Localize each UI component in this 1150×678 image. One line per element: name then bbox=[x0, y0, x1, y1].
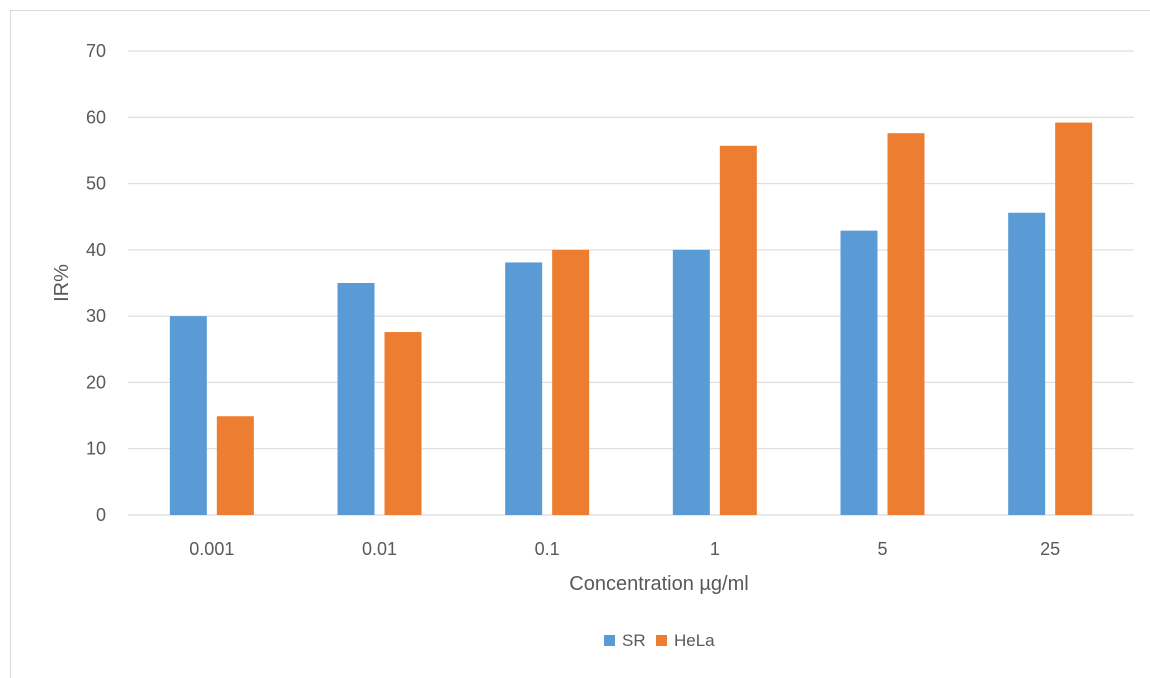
legend: SR HeLa bbox=[604, 631, 715, 650]
legend-label-hela: HeLa bbox=[674, 631, 715, 650]
x-tick-label: 5 bbox=[877, 539, 887, 559]
y-axis-title: IR% bbox=[51, 264, 73, 302]
bar-sr-0.001 bbox=[169, 316, 207, 515]
x-tick-label: 0.01 bbox=[362, 539, 397, 559]
legend-label-sr: SR bbox=[622, 631, 646, 650]
bar-hela-0.1 bbox=[552, 249, 590, 515]
y-tick-label: 60 bbox=[86, 107, 106, 127]
bar-hela-0.001 bbox=[216, 416, 254, 515]
y-tick-label: 20 bbox=[86, 372, 106, 392]
bar-sr-0.1 bbox=[505, 262, 543, 515]
bar-sr-0.01 bbox=[337, 283, 375, 515]
bar-hela-0.01 bbox=[384, 332, 422, 515]
legend-swatch-sr bbox=[604, 635, 615, 646]
y-tick-label: 70 bbox=[86, 41, 106, 61]
bar-sr-1 bbox=[672, 249, 710, 515]
y-tick-label: 30 bbox=[86, 306, 106, 326]
x-tick-label: 0.1 bbox=[535, 539, 560, 559]
y-tick-label: 40 bbox=[86, 240, 106, 260]
x-tick-label: 0.001 bbox=[189, 539, 234, 559]
bar-sr-25 bbox=[1008, 212, 1046, 516]
y-tick-label: 10 bbox=[86, 439, 106, 459]
chart-frame bbox=[10, 10, 1150, 678]
y-tick-label: 0 bbox=[96, 505, 106, 525]
x-axis-ticks: 0.001 0.01 0.1 1 5 25 bbox=[189, 539, 1060, 559]
x-tick-label: 1 bbox=[710, 539, 720, 559]
x-axis-title: Concentration µg/ml bbox=[569, 573, 748, 595]
legend-swatch-hela bbox=[656, 635, 667, 646]
y-axis-ticks: 0 10 20 30 40 50 60 70 bbox=[86, 41, 106, 525]
x-tick-label: 25 bbox=[1040, 539, 1060, 559]
bar-hela-5 bbox=[887, 133, 925, 516]
bar-hela-25 bbox=[1055, 122, 1093, 516]
bar-sr-5 bbox=[840, 230, 878, 516]
y-tick-label: 50 bbox=[86, 174, 106, 194]
bars bbox=[169, 122, 1093, 516]
gridlines bbox=[128, 50, 1134, 516]
bar-hela-1 bbox=[719, 145, 757, 515]
